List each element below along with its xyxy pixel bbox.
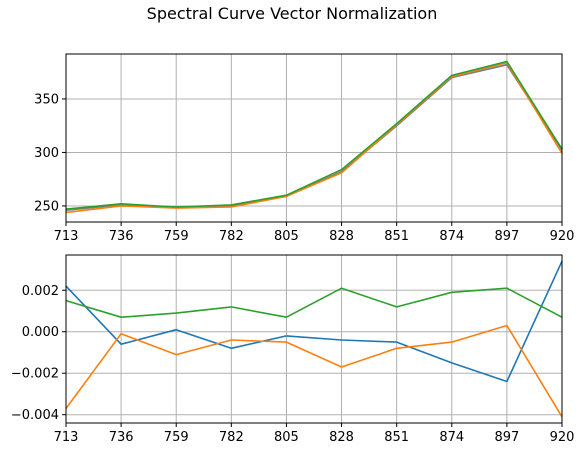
x-tick-label: 874 (439, 229, 464, 244)
y-tick-label: −0.004 (11, 408, 59, 423)
series-line-3 (65, 287, 563, 319)
x-tick-label: 805 (274, 430, 299, 445)
chart-title: Spectral Curve Vector Normalization (146, 4, 438, 23)
series-line-1 (65, 260, 563, 383)
y-tick-label: 350 (34, 92, 59, 107)
series-line-2 (65, 324, 563, 418)
y-tick-label: 250 (34, 199, 59, 214)
plot-panel-2: 713 736 759 782 805 828 851 874 897 920 −0.004 −0.0… (11, 254, 575, 445)
plot-panel-1: 713 736 759 782 805 828 851 874 897 920 250 300 350 (34, 53, 575, 244)
x-tick-label: 736 (109, 229, 134, 244)
y-tick-label: 300 (34, 146, 59, 161)
series-line-2 (65, 63, 563, 211)
x-tick-label: 828 (329, 430, 354, 445)
axes-frame (65, 53, 563, 223)
x-tick-label: 920 (550, 229, 575, 244)
x-tick-label: 736 (109, 430, 134, 445)
x-tick-label: 713 (54, 430, 79, 445)
x-tick-label: 920 (550, 430, 575, 445)
x-tick-label: 759 (164, 229, 189, 244)
x-tick-label: 828 (329, 229, 354, 244)
x-tick-label: 897 (494, 430, 519, 445)
series-line-4 (65, 60, 563, 210)
y-tick-label: 0.000 (22, 325, 59, 340)
series-line-1 (65, 63, 563, 210)
y-tick-label: 0.002 (22, 284, 59, 299)
x-tick-label: 782 (219, 430, 244, 445)
y-tick-label: −0.002 (11, 367, 59, 382)
x-tick-label: 759 (164, 430, 189, 445)
series-line-3 (65, 61, 563, 214)
x-tick-label: 851 (384, 430, 409, 445)
x-tick-label: 782 (219, 229, 244, 244)
x-tick-label: 874 (439, 430, 464, 445)
x-tick-label: 713 (54, 229, 79, 244)
x-tick-label: 897 (494, 229, 519, 244)
axes-frame (65, 254, 563, 424)
x-tick-label: 851 (384, 229, 409, 244)
x-tick-label: 805 (274, 229, 299, 244)
